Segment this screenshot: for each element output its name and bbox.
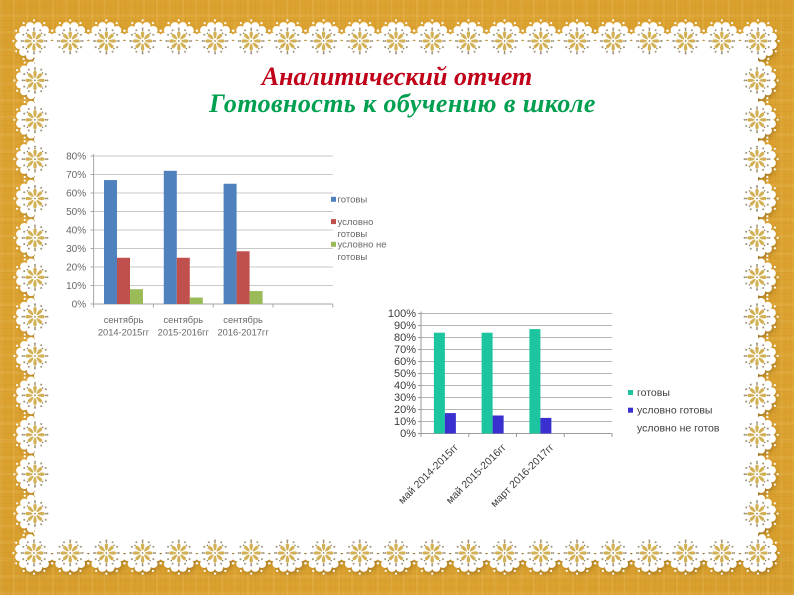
svg-text:готовы: готовы — [338, 229, 368, 240]
svg-text:0%: 0% — [72, 299, 87, 310]
svg-text:2014-2015гг: 2014-2015гг — [98, 328, 150, 338]
svg-text:2015-2016гг: 2015-2016гг — [158, 328, 210, 338]
svg-text:готовы: готовы — [338, 252, 368, 263]
svg-text:условно: условно — [338, 217, 374, 228]
svg-text:сентябрь: сентябрь — [164, 315, 204, 325]
svg-text:60%: 60% — [66, 188, 86, 199]
svg-text:2016-2017гг: 2016-2017гг — [217, 328, 269, 338]
svg-text:20%: 20% — [66, 262, 86, 273]
svg-text:сентябрь: сентябрь — [104, 315, 144, 325]
svg-text:70%: 70% — [66, 170, 86, 181]
svg-text:10%: 10% — [394, 416, 416, 428]
svg-text:100%: 100% — [388, 308, 416, 320]
svg-text:готовы: готовы — [637, 387, 670, 399]
svg-text:сентябрь: сентябрь — [223, 315, 263, 325]
svg-text:0%: 0% — [400, 428, 416, 440]
svg-text:20%: 20% — [394, 404, 416, 416]
svg-text:90%: 90% — [394, 320, 416, 332]
svg-text:условно не готов: условно не готов — [637, 423, 720, 435]
svg-text:80%: 80% — [394, 332, 416, 344]
svg-text:60%: 60% — [394, 356, 416, 368]
svg-text:готовы: готовы — [338, 195, 368, 206]
svg-text:50%: 50% — [66, 207, 86, 218]
svg-text:40%: 40% — [394, 380, 416, 392]
svg-text:50%: 50% — [394, 368, 416, 380]
svg-text:10%: 10% — [66, 281, 86, 292]
svg-text:40%: 40% — [66, 225, 86, 236]
svg-text:30%: 30% — [394, 392, 416, 404]
svg-text:80%: 80% — [66, 151, 86, 162]
svg-text:70%: 70% — [394, 344, 416, 356]
svg-text:30%: 30% — [66, 244, 86, 255]
svg-text:условно готовы: условно готовы — [637, 405, 712, 417]
svg-text:условно не: условно не — [338, 240, 387, 251]
